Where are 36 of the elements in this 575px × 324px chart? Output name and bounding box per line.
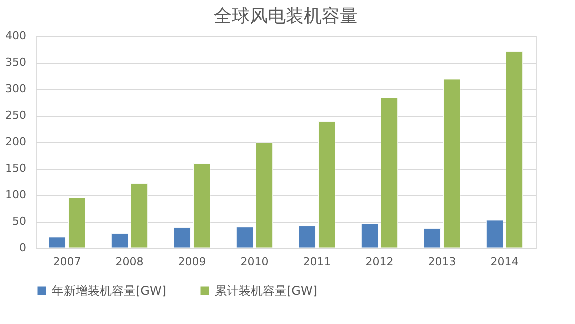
bar bbox=[443, 79, 461, 248]
x-tick-label: 2014 bbox=[490, 256, 519, 268]
x-tick-label: 2009 bbox=[178, 256, 206, 268]
x-tick-label: 2007 bbox=[53, 256, 82, 268]
bar bbox=[130, 184, 148, 248]
bar bbox=[486, 220, 504, 248]
y-tick-label: 150 bbox=[6, 162, 26, 175]
y-tick-label: 350 bbox=[6, 56, 26, 69]
x-tick-label: 2012 bbox=[366, 256, 394, 268]
bar bbox=[256, 142, 274, 248]
bar bbox=[111, 233, 129, 248]
x-tick-label: 2011 bbox=[303, 256, 332, 268]
legend-label: 累计装机容量[GW] bbox=[215, 284, 318, 298]
bar bbox=[298, 226, 316, 248]
bar bbox=[193, 163, 211, 248]
bar bbox=[174, 228, 192, 248]
y-tick-label: 300 bbox=[6, 82, 26, 96]
y-tick-label: 250 bbox=[6, 109, 26, 122]
x-tick-label: 2008 bbox=[116, 256, 144, 268]
x-tick-label: 2013 bbox=[428, 256, 456, 268]
y-tick-label: 400 bbox=[6, 30, 26, 42]
y-tick-label: 50 bbox=[12, 215, 26, 228]
y-tick-label: 200 bbox=[6, 136, 26, 148]
bar bbox=[380, 98, 398, 248]
bar bbox=[68, 198, 86, 248]
bar bbox=[506, 52, 524, 248]
legend-label: 年新增装机容量[GW] bbox=[52, 284, 167, 298]
chart-title: 全球风电装机容量 bbox=[214, 6, 358, 27]
y-tick-label: 100 bbox=[6, 188, 26, 202]
bar bbox=[48, 237, 66, 248]
y-tick-label: 0 bbox=[20, 242, 26, 254]
x-tick-label: 2010 bbox=[240, 256, 269, 268]
bar bbox=[318, 122, 336, 248]
bar bbox=[424, 228, 442, 248]
bar bbox=[361, 224, 379, 248]
bar bbox=[236, 227, 254, 248]
